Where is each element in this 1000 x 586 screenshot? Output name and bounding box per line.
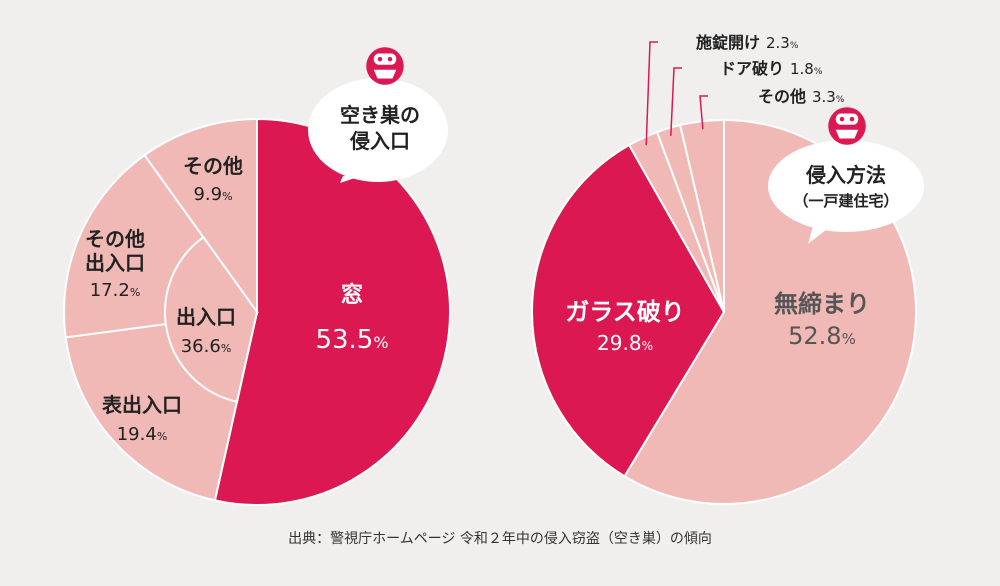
- slice-label-front-entrance: 表出入口: [102, 393, 182, 417]
- leader-line-2: [670, 67, 682, 136]
- slice-value-other-entrance: 17.2%: [90, 280, 141, 301]
- slice-label-small-1: 施錠開け: [696, 33, 760, 52]
- slice-label-unlocked: 無締まり: [774, 290, 870, 318]
- callout-bubble-left: [308, 78, 448, 183]
- source-note: 出典：警視庁ホームページ 令和２年中の侵入窃盗（空き巣）の傾向: [288, 531, 712, 547]
- slice-value-glass-breaking: 29.8%: [597, 331, 653, 355]
- chart-title-right-line2: （一戸建住宅）: [793, 192, 898, 210]
- slice-value-unlocked: 52.8%: [788, 322, 856, 350]
- slice-value-small-3: 3.3%: [812, 88, 845, 106]
- burglar-icon: [828, 107, 866, 145]
- slice-label-glass-breaking: ガラス破り: [565, 298, 685, 326]
- chart-title-left-line1: 空き巣の: [340, 103, 420, 127]
- pie-chart-entry-points: 窓 53.5% 表出入口 19.4% その他出入口 17.2% その他 9.9% 出入口 36.6…: [63, 117, 451, 506]
- slice-value-other: 9.9%: [193, 184, 232, 205]
- pie-inner-slice: [164, 235, 259, 403]
- slice-value-small-1: 2.3%: [766, 34, 799, 52]
- chart-title-right-line1: 侵入方法: [805, 163, 886, 187]
- chart-title-left-line2: 侵入口: [349, 129, 410, 153]
- inner-value-entrances: 36.6%: [181, 336, 232, 357]
- slice-label-window: 窓: [341, 282, 363, 308]
- slice-label-small-3: その他: [758, 87, 806, 106]
- inner-label-entrances: 出入口: [176, 305, 236, 329]
- slice-label-other-entrance: その他出入口: [85, 227, 145, 275]
- callout-bubble-right: [768, 140, 924, 244]
- slice-value-window: 53.5%: [315, 325, 388, 355]
- leader-line-3: [699, 95, 708, 130]
- pie-chart-intrusion-methods: 無締まり 52.8% ガラス破り 29.8% 施錠開け 2.3% ドア破り 1.8% その他 3.…: [531, 33, 917, 505]
- slice-label-small-2: ドア破り: [720, 59, 784, 78]
- burglar-icon: [366, 47, 404, 85]
- leader-line-1: [645, 41, 658, 146]
- slice-value-front-entrance: 19.4%: [117, 424, 168, 445]
- pie-slice-4: [143, 117, 258, 316]
- slice-label-other: その他: [183, 154, 243, 178]
- slice-value-small-2: 1.8%: [790, 60, 823, 78]
